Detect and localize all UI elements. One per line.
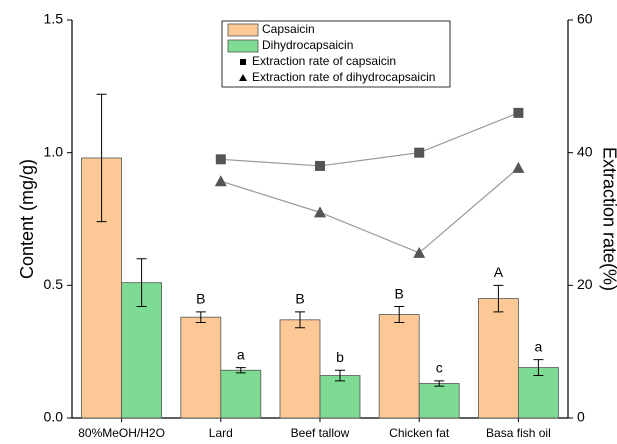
marker xyxy=(513,107,524,118)
significance-label: B xyxy=(395,285,404,301)
y2-tick-label: 60 xyxy=(577,11,593,27)
error-bar xyxy=(136,258,147,308)
legend-swatch xyxy=(227,39,259,53)
y-tick-label: 1.0 xyxy=(44,143,64,159)
bar xyxy=(180,316,222,419)
significance-label: A xyxy=(494,264,504,280)
error-bar xyxy=(235,367,246,374)
x-tick-label: 80%MeOH/H2O xyxy=(78,426,165,440)
line xyxy=(220,167,519,254)
marker xyxy=(215,154,226,165)
marker xyxy=(512,161,525,173)
marker xyxy=(314,206,326,218)
marker xyxy=(214,175,227,187)
error-bar xyxy=(335,369,345,382)
x-tick-label: Lard xyxy=(209,426,233,440)
legend-label: Extraction rate of dihydrocapsaicin xyxy=(252,70,435,84)
x-tick-label: Basa fish oil xyxy=(486,426,551,440)
legend-swatch xyxy=(227,23,259,37)
y2-axis-title: Extraction rate(%) xyxy=(599,147,617,291)
y2-tick-label: 0 xyxy=(577,409,585,425)
significance-label: a xyxy=(237,346,245,362)
y-axis-title: Content (mg/g) xyxy=(17,159,37,279)
error-bar xyxy=(195,311,206,323)
x-tick-label: Chicken fat xyxy=(389,426,450,440)
bar xyxy=(220,369,262,419)
error-bar xyxy=(533,359,544,377)
legend-swatch xyxy=(240,59,246,65)
significance-label: c xyxy=(436,360,443,376)
significance-label: b xyxy=(336,349,344,365)
y-tick-label: 0.5 xyxy=(44,276,64,292)
error-bar xyxy=(295,311,305,329)
significance-label: B xyxy=(196,291,205,307)
y-tick-label: 0.0 xyxy=(44,409,64,425)
legend-label: Dihydrocapsaicin xyxy=(262,38,353,52)
x-tick-label: Beef tallow xyxy=(291,426,350,440)
legend-swatch xyxy=(239,74,247,81)
bar xyxy=(319,375,361,419)
line xyxy=(220,112,519,167)
bar xyxy=(279,319,321,419)
legend-label: Extraction rate of capsaicin xyxy=(252,54,396,68)
legend-label: Capsaicin xyxy=(262,22,315,36)
y-tick-label: 1.5 xyxy=(44,11,64,27)
bar xyxy=(378,314,420,419)
marker xyxy=(413,246,426,258)
marker xyxy=(315,160,325,171)
y2-tick-label: 40 xyxy=(577,143,593,159)
error-bar xyxy=(434,380,445,387)
marker xyxy=(414,147,425,158)
significance-label: B xyxy=(295,291,304,307)
error-bar xyxy=(394,306,405,323)
error-bar xyxy=(493,284,504,313)
error-bar xyxy=(96,93,107,223)
bar xyxy=(418,383,460,419)
legend-box xyxy=(221,20,451,88)
significance-label: a xyxy=(535,338,543,354)
y2-tick-label: 20 xyxy=(577,276,593,292)
bar xyxy=(477,298,519,419)
